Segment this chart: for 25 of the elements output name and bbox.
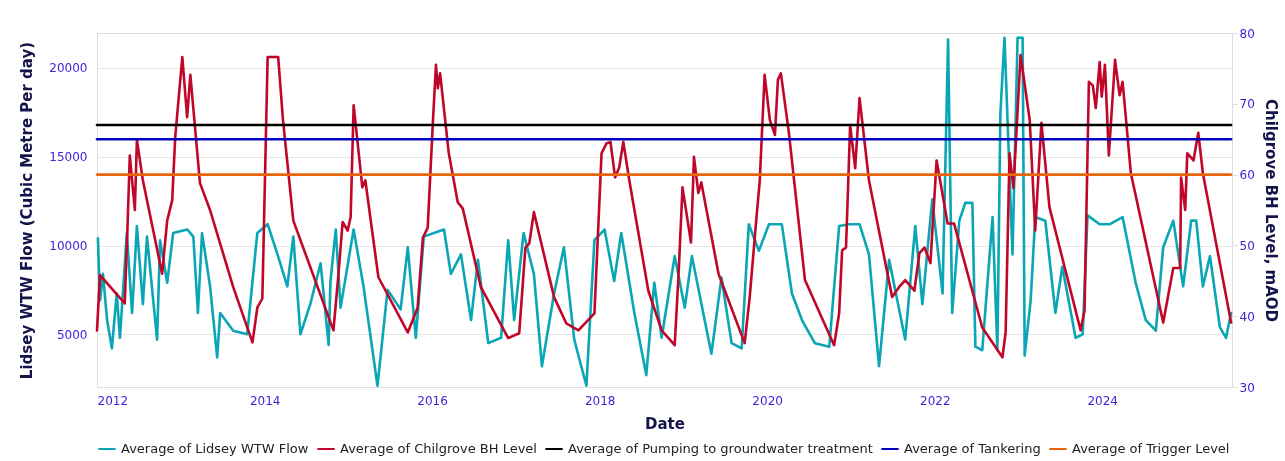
y-axis-title: Lidsey WTW Flow (Cubic Metre Per day) xyxy=(18,41,37,380)
y2-tick-label: 30 xyxy=(1239,380,1255,395)
y2-tick-label: 80 xyxy=(1239,26,1255,41)
legend-label: Average of Trigger Level xyxy=(1072,441,1230,456)
x-tick-label: 2014 xyxy=(249,393,281,408)
y2-tick-label: 50 xyxy=(1239,238,1255,253)
x-tick-label: 2018 xyxy=(584,393,616,408)
y2-tick-label: 60 xyxy=(1239,168,1255,183)
legend-label: Average of Lidsey WTW Flow xyxy=(121,441,309,456)
x-tick-label: 2022 xyxy=(920,393,951,408)
x-tick-label: 2024 xyxy=(1087,393,1118,408)
y2-tick-label: 40 xyxy=(1239,309,1255,324)
y2-tick-label: 70 xyxy=(1239,97,1255,112)
y-tick-label: 20000 xyxy=(49,61,88,76)
legend-label: Average of Pumping to groundwater treatment xyxy=(568,441,873,456)
legend-label: Average of Tankering xyxy=(904,441,1041,456)
x-tick-label: 2012 xyxy=(97,393,129,408)
x-tick-label: 2016 xyxy=(417,393,448,408)
legend-label: Average of Chilgrove BH Level xyxy=(340,441,537,456)
y2-axis-title: Chilgrove BH Level, mAOD xyxy=(1261,99,1280,322)
y-tick-label: 15000 xyxy=(49,150,88,165)
y-tick-label: 10000 xyxy=(49,239,88,254)
y-tick-label: 5000 xyxy=(56,327,88,342)
x-tick-label: 2020 xyxy=(752,393,783,408)
x-axis-title: Date xyxy=(645,414,685,433)
